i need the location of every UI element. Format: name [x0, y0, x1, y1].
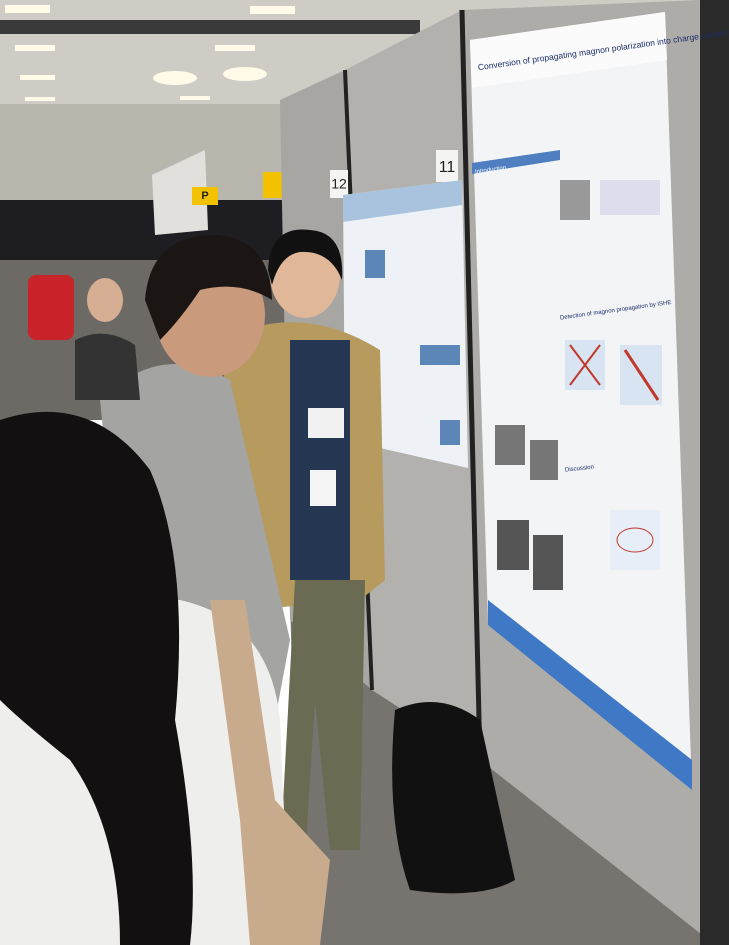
hair	[268, 229, 343, 285]
badge	[310, 470, 336, 506]
long-hair	[0, 411, 193, 945]
bag-strap	[210, 600, 330, 945]
person-body	[75, 333, 140, 400]
poster-header	[470, 12, 667, 88]
yellow-sign	[192, 187, 218, 205]
cup	[308, 408, 344, 438]
number-card	[330, 170, 348, 198]
backpack	[392, 702, 515, 894]
number-card	[436, 150, 458, 182]
board-number: 12	[331, 176, 347, 192]
hair	[145, 235, 272, 340]
poster-section: Discussion	[565, 465, 594, 474]
trousers	[280, 580, 365, 860]
board-frame	[459, 9, 483, 761]
section-bar	[472, 150, 560, 174]
board-number: 11	[439, 159, 456, 176]
poster-figures	[365, 250, 460, 445]
hall-sign: P	[201, 190, 208, 202]
board-frame	[700, 0, 729, 945]
poster-figures	[495, 180, 662, 590]
poster-footer	[488, 600, 692, 790]
poster-section-overlay: Introduction	[475, 165, 507, 175]
distant-boards	[152, 150, 208, 235]
poster-header	[343, 180, 462, 222]
back-wall	[0, 104, 290, 204]
red-backpack	[28, 275, 74, 340]
yellow-sign	[263, 172, 283, 198]
person-face	[87, 278, 123, 322]
ceiling-lights	[5, 5, 295, 101]
shirt	[290, 340, 350, 580]
ceiling-beam	[0, 20, 420, 34]
